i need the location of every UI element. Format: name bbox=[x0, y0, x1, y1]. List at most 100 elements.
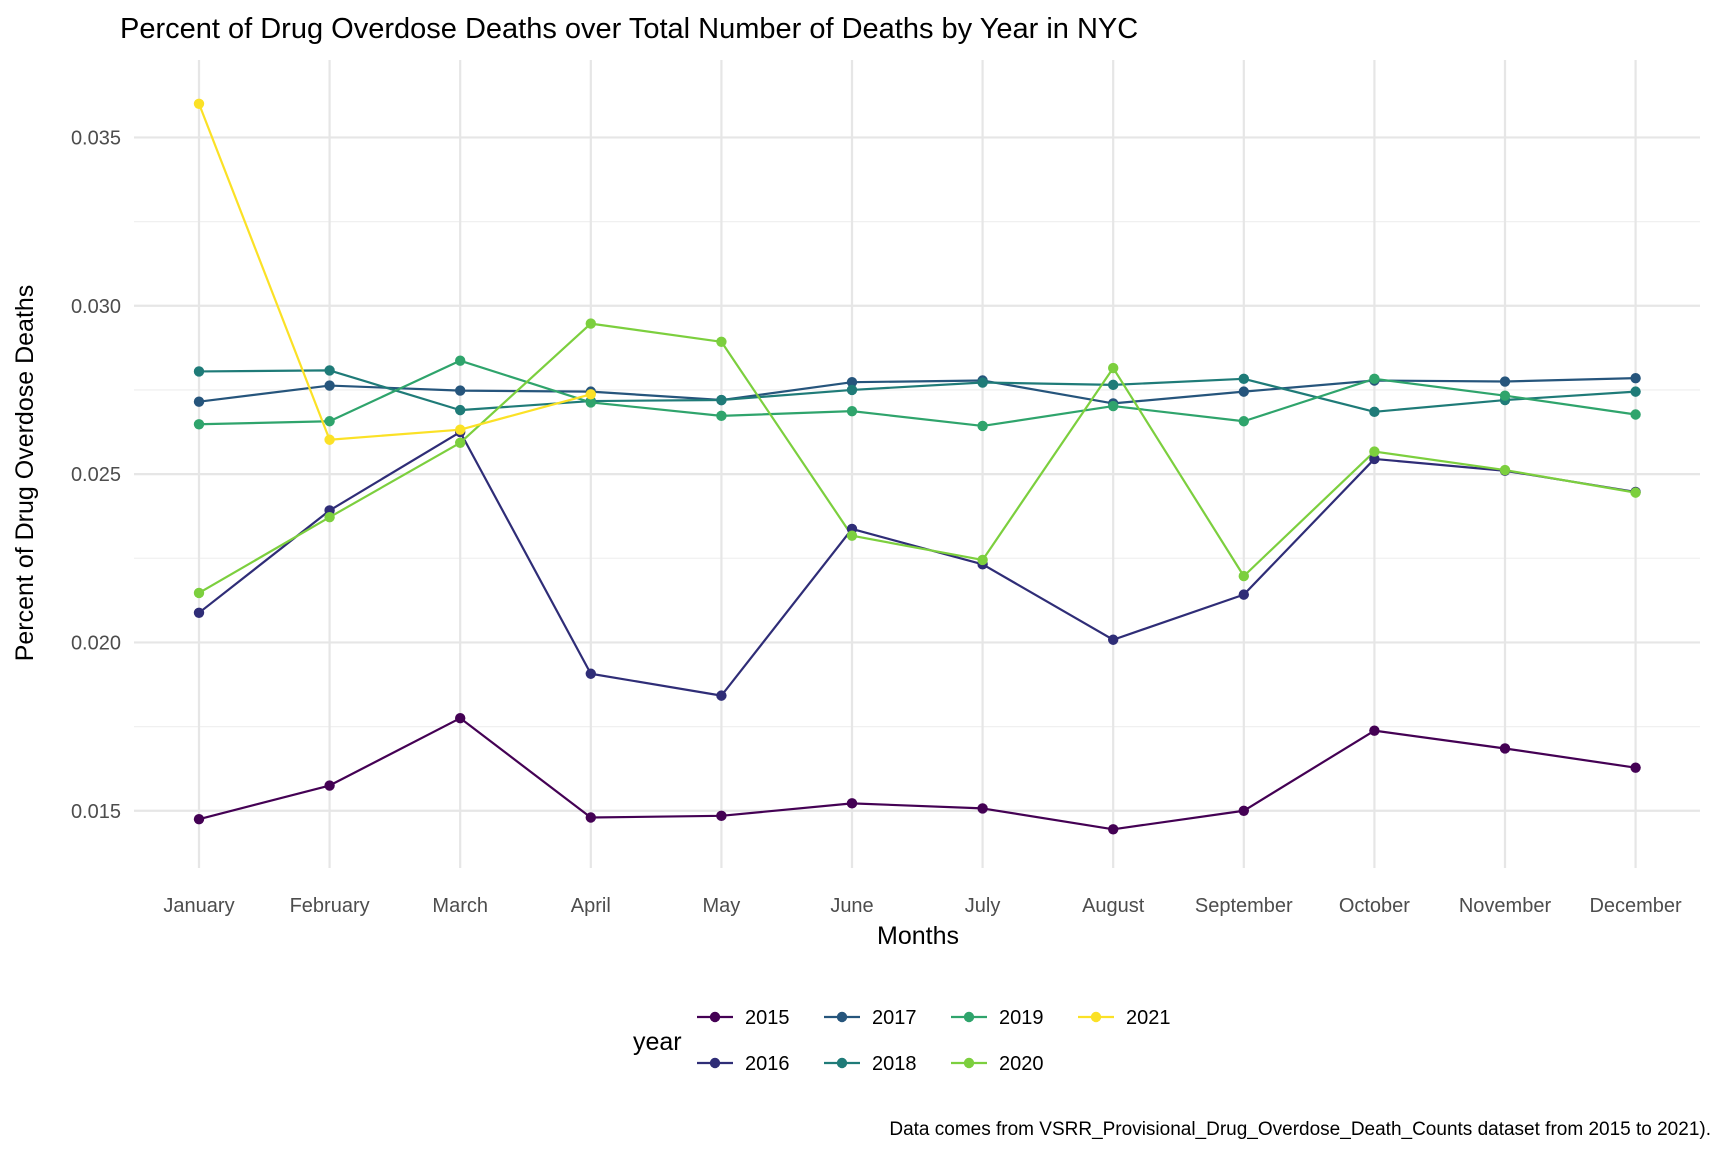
data-point-2015 bbox=[586, 812, 596, 822]
data-point-2018 bbox=[194, 366, 204, 376]
y-axis-title: Percent of Drug Overdose Deaths bbox=[11, 285, 39, 662]
legend-label: 2018 bbox=[872, 1053, 917, 1075]
data-point-2017 bbox=[194, 397, 204, 407]
x-tick-label: February bbox=[290, 895, 370, 917]
data-point-2016 bbox=[1108, 635, 1118, 645]
data-point-2015 bbox=[1239, 806, 1249, 816]
y-tick-label: 0.030 bbox=[71, 296, 121, 318]
x-tick-label: November bbox=[1459, 895, 1552, 917]
x-axis-title: Months bbox=[877, 922, 959, 950]
chart-caption: Data comes from VSRR_Provisional_Drug_Ov… bbox=[889, 1119, 1711, 1140]
data-point-2018 bbox=[324, 365, 334, 375]
data-point-2016 bbox=[194, 608, 204, 618]
data-point-2020 bbox=[455, 438, 465, 448]
series-points bbox=[194, 99, 1641, 835]
legend-key-point bbox=[710, 1058, 720, 1068]
data-point-2017 bbox=[324, 380, 334, 390]
data-point-2015 bbox=[716, 811, 726, 821]
data-point-2020 bbox=[194, 588, 204, 598]
data-point-2017 bbox=[455, 385, 465, 395]
data-point-2015 bbox=[847, 798, 857, 808]
legend-label: 2016 bbox=[745, 1053, 790, 1075]
legend-title: year bbox=[633, 1028, 682, 1056]
data-point-2020 bbox=[586, 318, 596, 328]
data-point-2019 bbox=[716, 411, 726, 421]
legend-label: 2021 bbox=[1126, 1007, 1171, 1029]
legend-key-point bbox=[710, 1012, 720, 1022]
data-point-2018 bbox=[847, 385, 857, 395]
legend-label: 2015 bbox=[745, 1007, 790, 1029]
data-point-2016 bbox=[586, 669, 596, 679]
series-line-2018 bbox=[199, 370, 1636, 411]
data-point-2018 bbox=[1239, 374, 1249, 384]
data-point-2019 bbox=[847, 406, 857, 416]
chart-title: Percent of Drug Overdose Deaths over Tot… bbox=[120, 13, 1138, 45]
legend-item-2021: 2021 bbox=[1078, 1007, 1171, 1029]
x-tick-label: September bbox=[1195, 895, 1293, 917]
data-point-2019 bbox=[977, 421, 987, 431]
legend-label: 2019 bbox=[999, 1007, 1044, 1029]
x-axis-ticks: January February March April May June July Augu… bbox=[163, 895, 1682, 917]
x-tick-label: March bbox=[432, 895, 488, 917]
legend-item-2016: 2016 bbox=[697, 1053, 790, 1075]
data-point-2015 bbox=[1108, 824, 1118, 834]
data-point-2017 bbox=[1500, 376, 1510, 386]
legend-item-2020: 2020 bbox=[951, 1053, 1044, 1075]
legend-key-point bbox=[964, 1058, 974, 1068]
y-axis-ticks: 0.015 0.020 0.025 0.030 0.035 bbox=[71, 127, 121, 822]
legend-key-point bbox=[837, 1012, 847, 1022]
data-point-2018 bbox=[1108, 380, 1118, 390]
data-point-2021 bbox=[455, 424, 465, 434]
legend-item-2017: 2017 bbox=[824, 1007, 917, 1029]
y-tick-label: 0.020 bbox=[71, 632, 121, 654]
data-point-2020 bbox=[1630, 487, 1640, 497]
data-point-2021 bbox=[194, 99, 204, 109]
y-tick-label: 0.015 bbox=[71, 801, 121, 823]
data-point-2018 bbox=[716, 395, 726, 405]
x-tick-label: December bbox=[1589, 895, 1682, 917]
data-point-2015 bbox=[194, 814, 204, 824]
data-point-2020 bbox=[1500, 465, 1510, 475]
x-tick-label: August bbox=[1082, 895, 1145, 917]
data-point-2016 bbox=[716, 690, 726, 700]
legend-key-point bbox=[964, 1012, 974, 1022]
data-point-2018 bbox=[1369, 407, 1379, 417]
x-tick-label: January bbox=[163, 895, 234, 917]
x-tick-label: April bbox=[571, 895, 611, 917]
data-point-2018 bbox=[977, 377, 987, 387]
x-tick-label: July bbox=[965, 895, 1001, 917]
legend-label: 2017 bbox=[872, 1007, 917, 1029]
data-point-2020 bbox=[716, 337, 726, 347]
y-tick-label: 0.025 bbox=[71, 464, 121, 486]
data-point-2021 bbox=[586, 389, 596, 399]
data-point-2019 bbox=[1369, 374, 1379, 384]
data-point-2018 bbox=[455, 405, 465, 415]
data-point-2019 bbox=[455, 355, 465, 365]
data-point-2019 bbox=[1239, 416, 1249, 426]
x-tick-label: May bbox=[703, 895, 741, 917]
legend-label: 2020 bbox=[999, 1053, 1044, 1075]
legend: 2015 2016 2017 2018 2019 2020 2021 bbox=[697, 1007, 1171, 1075]
data-point-2016 bbox=[1239, 589, 1249, 599]
series-line-2016 bbox=[199, 432, 1636, 696]
data-point-2015 bbox=[1369, 725, 1379, 735]
data-point-2019 bbox=[194, 419, 204, 429]
series-line-2015 bbox=[199, 718, 1636, 829]
legend-item-2018: 2018 bbox=[824, 1053, 917, 1075]
data-point-2018 bbox=[1630, 386, 1640, 396]
data-point-2020 bbox=[977, 555, 987, 565]
data-point-2020 bbox=[847, 531, 857, 541]
data-point-2020 bbox=[1108, 363, 1118, 373]
data-point-2015 bbox=[324, 780, 334, 790]
data-point-2021 bbox=[324, 435, 334, 445]
series-line-2019 bbox=[199, 361, 1636, 426]
x-tick-label: June bbox=[830, 895, 873, 917]
legend-key-point bbox=[837, 1058, 847, 1068]
data-point-2020 bbox=[324, 512, 334, 522]
y-tick-label: 0.035 bbox=[71, 127, 121, 149]
data-point-2019 bbox=[1500, 390, 1510, 400]
data-point-2017 bbox=[1239, 386, 1249, 396]
x-tick-label: October bbox=[1339, 895, 1410, 917]
